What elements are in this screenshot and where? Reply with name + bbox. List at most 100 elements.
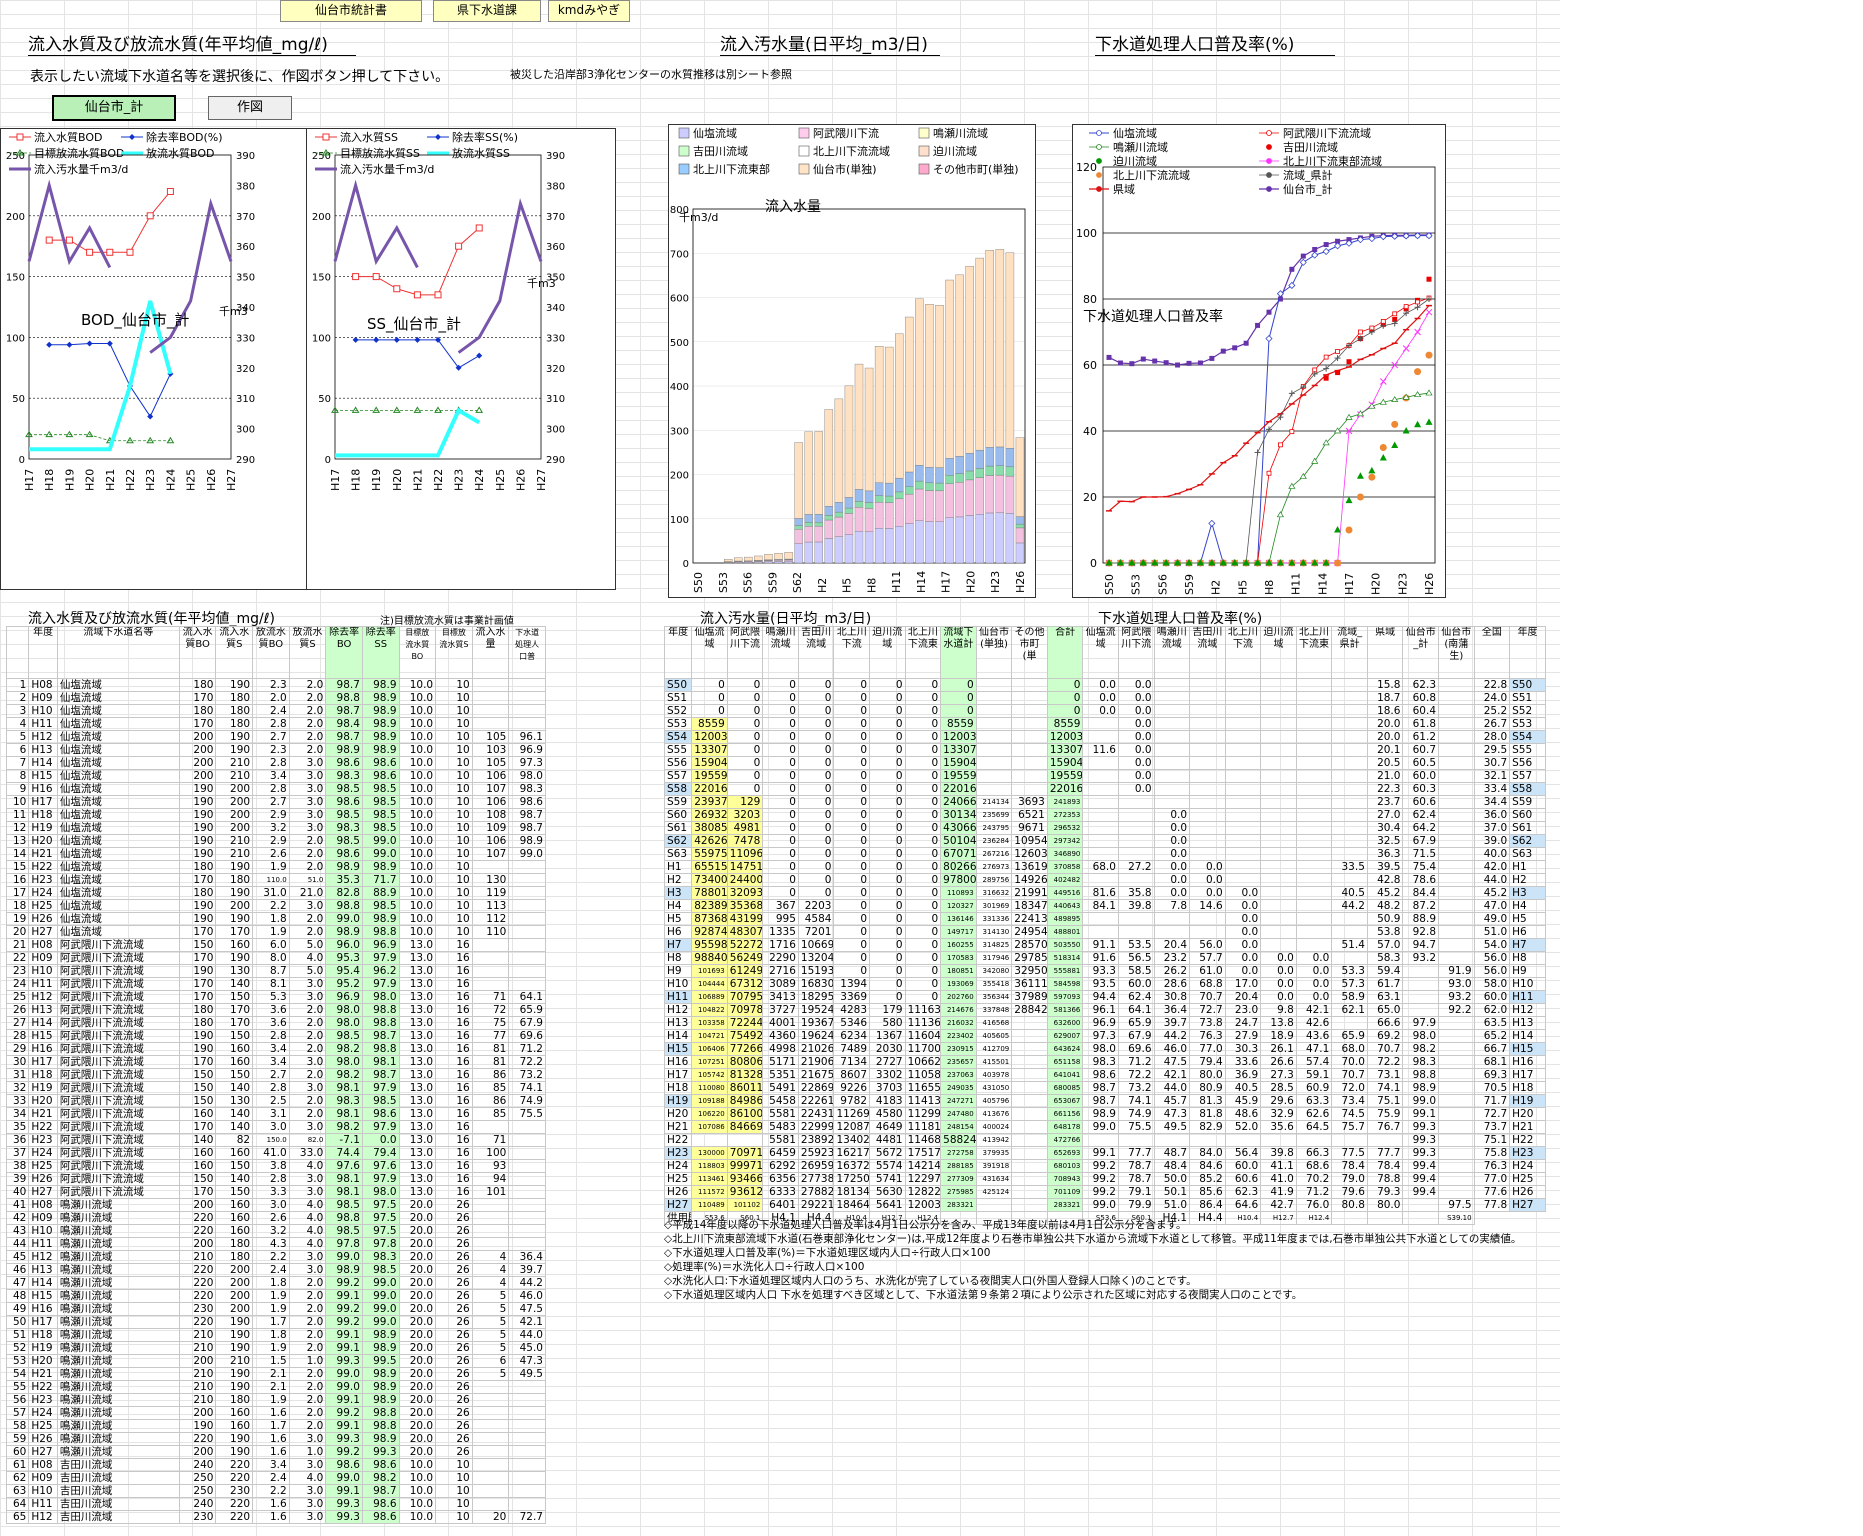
table-cell[interactable]: 170: [215, 925, 254, 939]
table-cell[interactable]: 98.2: [325, 1042, 363, 1056]
table-cell[interactable]: H08: [28, 938, 58, 952]
table-cell[interactable]: [1402, 977, 1440, 991]
table-cell[interactable]: 20: [471, 1510, 510, 1524]
table-cell[interactable]: [1224, 769, 1262, 783]
table-cell[interactable]: [1189, 834, 1226, 848]
table-cell[interactable]: 48.7: [1153, 1146, 1191, 1160]
table-cell[interactable]: 98.5: [325, 834, 363, 848]
table-cell[interactable]: 64.6: [1224, 1198, 1262, 1212]
table-cell[interactable]: 12: [5, 821, 30, 835]
table-cell[interactable]: 93612: [726, 1185, 764, 1199]
table-cell[interactable]: 29.6: [1260, 1094, 1297, 1108]
table-cell[interactable]: 150: [178, 1068, 217, 1082]
table-cell[interactable]: 136146: [940, 912, 977, 926]
table-cell[interactable]: 62.4: [1402, 808, 1440, 822]
table-cell[interactable]: 98.7: [1082, 1094, 1119, 1108]
table-cell[interactable]: 98.6: [325, 756, 363, 770]
table-header[interactable]: 北上川下流東: [1295, 626, 1333, 679]
table-cell[interactable]: H26: [1509, 1185, 1546, 1199]
table-cell[interactable]: [1295, 704, 1333, 718]
table-cell[interactable]: 97.8: [361, 1237, 400, 1251]
table-cell[interactable]: 220: [178, 1315, 217, 1329]
table-cell[interactable]: 16: [435, 1055, 473, 1069]
table-cell[interactable]: 78.7: [1117, 1172, 1155, 1186]
table-cell[interactable]: [1011, 717, 1048, 731]
table-cell[interactable]: 14: [5, 847, 30, 861]
table-cell[interactable]: 21.0: [288, 886, 327, 900]
table-cell[interactable]: 4998: [762, 1042, 799, 1056]
table-cell[interactable]: 2: [5, 691, 30, 705]
table-cell[interactable]: [1011, 1159, 1048, 1173]
table-cell[interactable]: 230: [178, 1510, 217, 1524]
table-cell[interactable]: 74.5: [1331, 1107, 1368, 1121]
table-cell[interactable]: [471, 1471, 510, 1485]
table-cell[interactable]: [471, 1432, 510, 1446]
table-cell[interactable]: S60: [663, 808, 693, 822]
table-cell[interactable]: 65.9: [508, 1003, 546, 1017]
table-cell[interactable]: 65.9: [1331, 1029, 1368, 1043]
table-cell[interactable]: 86011: [726, 1081, 764, 1095]
table-cell[interactable]: 75.7: [1331, 1120, 1368, 1134]
table-cell[interactable]: 5.3: [252, 990, 290, 1004]
table-cell[interactable]: 71.7: [361, 873, 400, 887]
table-cell[interactable]: 46: [5, 1263, 30, 1277]
table-cell[interactable]: 8.7: [252, 964, 290, 978]
table-cell[interactable]: H13: [28, 1003, 58, 1017]
table-cell[interactable]: 75.5: [508, 1107, 546, 1121]
table-cell[interactable]: 39.7: [508, 1263, 546, 1277]
table-cell[interactable]: 403978: [975, 1068, 1013, 1082]
table-cell[interactable]: 346890: [1046, 847, 1084, 861]
table-cell[interactable]: 阿武隈川下流流域: [56, 1016, 180, 1030]
table-cell[interactable]: H18: [28, 1328, 58, 1342]
table-cell[interactable]: 632600: [1046, 1016, 1084, 1030]
table-cell[interactable]: 2.0: [288, 1068, 327, 1082]
table-cell[interactable]: 356344: [975, 990, 1013, 1004]
table-cell[interactable]: [1224, 691, 1262, 705]
table-cell[interactable]: 10: [435, 795, 473, 809]
table-cell[interactable]: 98.9: [325, 743, 363, 757]
table-cell[interactable]: 0: [869, 951, 906, 965]
table-cell[interactable]: 9: [5, 782, 30, 796]
region-select[interactable]: 仙台市_計: [52, 95, 176, 121]
table-cell[interactable]: [1189, 704, 1226, 718]
table-cell[interactable]: 99.2: [325, 1276, 363, 1290]
table-cell[interactable]: 鳴瀬川流域: [56, 1211, 180, 1225]
table-cell[interactable]: 160: [215, 1055, 254, 1069]
table-cell[interactable]: 20.0: [398, 1250, 437, 1264]
table-cell[interactable]: 37989: [1011, 990, 1048, 1004]
table-cell[interactable]: 5641: [869, 1198, 906, 1212]
table-cell[interactable]: H20: [1509, 1107, 1546, 1121]
table-cell[interactable]: [1189, 925, 1226, 939]
table-cell[interactable]: [471, 977, 510, 991]
table-cell[interactable]: 98.9: [325, 1263, 363, 1277]
table-cell[interactable]: S51: [1509, 691, 1546, 705]
table-cell[interactable]: 14751: [726, 860, 764, 874]
table-cell[interactable]: [1117, 821, 1155, 835]
table-cell[interactable]: 3727: [762, 1003, 799, 1017]
table-cell[interactable]: 阿武隈川下流流域: [56, 1003, 180, 1017]
table-cell[interactable]: 88.9: [361, 886, 400, 900]
table-cell[interactable]: 160: [215, 1406, 254, 1420]
table-cell[interactable]: 113461: [691, 1172, 728, 1186]
table-cell[interactable]: 97.3: [1082, 1029, 1119, 1043]
table-cell[interactable]: 2.0: [288, 1042, 327, 1056]
table-cell[interactable]: 0: [797, 678, 835, 692]
table-cell[interactable]: 214676: [940, 1003, 977, 1017]
table-cell[interactable]: 98.7: [361, 1068, 400, 1082]
table-cell[interactable]: 70971: [726, 1146, 764, 1160]
table-cell[interactable]: 10.0: [398, 1484, 437, 1498]
table-cell[interactable]: H7: [663, 938, 693, 952]
table-cell[interactable]: 8.1: [252, 977, 290, 991]
table-cell[interactable]: 2.8: [252, 1029, 290, 1043]
table-cell[interactable]: 267216: [975, 847, 1013, 861]
table-cell[interactable]: 阿武隈川下流流域: [56, 1081, 180, 1095]
table-cell[interactable]: 11269: [833, 1107, 871, 1121]
table-cell[interactable]: 653067: [1046, 1094, 1084, 1108]
table-cell[interactable]: 鳴瀬川流域: [56, 1250, 180, 1264]
table-cell[interactable]: H2: [663, 873, 693, 887]
table-cell[interactable]: 97.8: [325, 1237, 363, 1251]
table-cell[interactable]: 36111: [1011, 977, 1048, 991]
table-cell[interactable]: 2.0: [288, 847, 327, 861]
table-cell[interactable]: [1438, 873, 1475, 887]
table-cell[interactable]: [1189, 756, 1226, 770]
